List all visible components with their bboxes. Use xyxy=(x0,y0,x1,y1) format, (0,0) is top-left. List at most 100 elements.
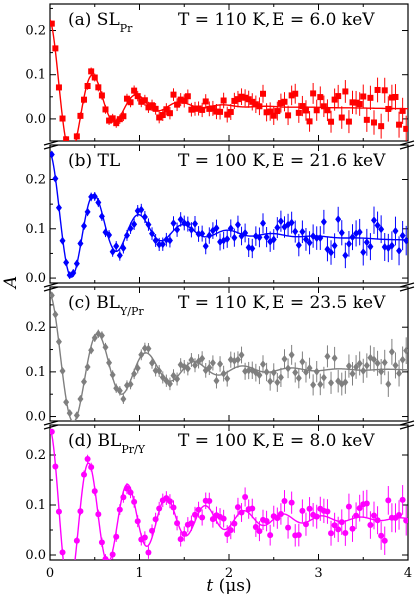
data-point xyxy=(324,245,331,254)
data-point xyxy=(317,94,324,101)
data-point xyxy=(177,215,184,224)
data-point xyxy=(274,108,281,115)
data-point xyxy=(281,497,288,504)
data-point xyxy=(381,537,388,544)
data-point xyxy=(116,251,123,260)
data-point xyxy=(392,93,399,100)
data-point xyxy=(123,95,130,102)
x-axis-title-unit: (μs) xyxy=(213,576,251,594)
data-point xyxy=(292,368,299,377)
x-axis-tick-labels: 0 1 2 3 4 xyxy=(46,566,412,581)
data-point xyxy=(306,505,313,512)
fit-curve xyxy=(50,428,408,560)
data-point xyxy=(63,578,69,584)
data-point xyxy=(281,354,288,363)
data-point xyxy=(202,98,209,105)
data-point xyxy=(145,344,152,353)
data-point xyxy=(288,499,295,506)
axis-break-mark xyxy=(399,420,415,426)
y-tick-label: 0.1 xyxy=(25,68,46,83)
y-tick-label: 0.0 xyxy=(25,548,46,563)
data-point xyxy=(363,361,370,370)
data-point xyxy=(388,241,395,250)
data-point xyxy=(310,380,317,389)
data-point xyxy=(242,94,249,101)
data-point xyxy=(317,380,324,389)
data-point xyxy=(166,379,173,388)
data-point xyxy=(338,114,345,121)
data-point xyxy=(277,100,284,107)
fit-curve xyxy=(50,152,408,278)
panels: 0.00.10.2(a) SLPr T = 110 K, E = 6.0 keV0.… xyxy=(25,3,415,584)
data-point xyxy=(159,240,166,249)
data-point xyxy=(328,118,335,125)
data-point xyxy=(234,504,241,511)
data-point xyxy=(213,224,220,233)
data-point xyxy=(370,355,377,364)
axis-break-mark xyxy=(43,286,59,292)
energy-label: E = 23.5 keV xyxy=(272,293,386,313)
data-point xyxy=(260,219,267,228)
x-tick-label: 1 xyxy=(135,566,143,581)
axis-break-mark xyxy=(399,144,415,150)
data-point xyxy=(177,96,184,103)
data-point xyxy=(188,106,195,113)
y-axis-title: A xyxy=(1,276,21,290)
data-point xyxy=(199,354,206,363)
data-point xyxy=(331,354,338,363)
data-point xyxy=(353,99,360,106)
panel-label: (d) BLPr/Y xyxy=(68,431,146,456)
data-point xyxy=(363,500,370,507)
data-point xyxy=(324,508,331,515)
y-tick-label: 0.0 xyxy=(25,112,46,127)
data-point xyxy=(260,360,267,369)
data-point xyxy=(213,108,220,115)
data-point xyxy=(374,86,381,93)
data-point xyxy=(149,102,156,109)
data-point xyxy=(356,101,363,108)
data-point xyxy=(285,112,292,119)
data-point xyxy=(396,369,403,378)
data-point xyxy=(84,456,91,463)
panel-a: 0.0 0.1 0.2 (a) SLPr T = 110 K, E = 6.0 keV xyxy=(25,3,409,142)
series-a xyxy=(50,19,408,141)
data-point xyxy=(70,570,76,576)
y-tick-label: 0.1 xyxy=(25,222,46,237)
data-point xyxy=(156,114,163,121)
data-point xyxy=(163,106,170,113)
data-point xyxy=(220,515,227,522)
data-point xyxy=(224,531,231,538)
data-point xyxy=(174,375,181,384)
data-point xyxy=(270,235,277,244)
data-point xyxy=(345,118,352,125)
data-point xyxy=(281,98,288,105)
data-point xyxy=(317,234,324,243)
fit-curve xyxy=(50,293,408,421)
data-point xyxy=(134,93,141,100)
data-point xyxy=(120,113,127,120)
data-point xyxy=(127,380,134,389)
data-point xyxy=(320,103,327,110)
data-point xyxy=(396,512,403,519)
data-point xyxy=(159,373,166,382)
data-point xyxy=(234,355,241,364)
data-point xyxy=(388,94,395,101)
data-point xyxy=(95,84,102,91)
data-point xyxy=(299,507,306,514)
data-point xyxy=(381,87,388,94)
data-point xyxy=(206,105,213,112)
data-point xyxy=(106,117,113,124)
data-point xyxy=(328,378,335,387)
axis-break-mark xyxy=(43,144,59,150)
y-tick-label: 0.2 xyxy=(25,448,46,463)
temperature-label: T = 110 K, xyxy=(178,293,270,313)
data-point xyxy=(331,522,338,529)
data-point xyxy=(88,68,95,75)
data-point xyxy=(256,528,263,535)
data-point xyxy=(152,366,159,375)
data-point xyxy=(360,93,367,100)
y-tick-label: 0.2 xyxy=(25,173,46,188)
data-point xyxy=(177,536,184,543)
data-point xyxy=(206,231,213,240)
data-point xyxy=(277,373,284,382)
